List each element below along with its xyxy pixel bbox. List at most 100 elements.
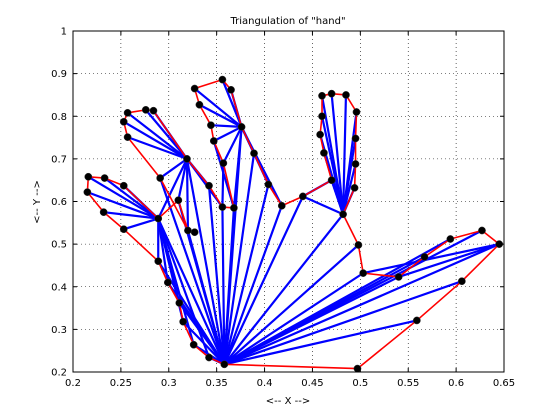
data-point: [220, 360, 229, 369]
triangulation-edge: [157, 217, 226, 366]
triangulation-edge: [223, 319, 418, 366]
data-point: [327, 176, 336, 185]
data-point: [190, 228, 199, 237]
boundary-edge: [230, 89, 243, 128]
triangulation-edge: [221, 205, 226, 366]
triangulation-edge: [221, 78, 243, 129]
data-point: [119, 117, 128, 126]
triangulation-edge: [157, 217, 195, 346]
boundary-edge: [267, 183, 283, 207]
data-point: [320, 149, 328, 157]
boundary-edge: [212, 140, 225, 164]
plot-area: [73, 31, 504, 372]
data-point: [250, 149, 258, 158]
triangulation-edge: [126, 111, 189, 160]
triangulation-edge: [159, 157, 189, 180]
x-tick-label: 0.45: [301, 378, 323, 389]
triangulation-edge: [330, 179, 345, 216]
data-point: [190, 84, 199, 93]
boundary-edge: [356, 319, 418, 370]
x-axis-label: <-- X -->: [266, 396, 310, 407]
boundary-edge: [461, 243, 501, 283]
data-point: [219, 159, 228, 167]
triangulation-edge: [177, 157, 189, 202]
boundary-edge: [122, 228, 160, 262]
triangulation-edge: [103, 176, 160, 220]
y-tick-label: 0.2: [51, 368, 67, 379]
triangulation-edge: [222, 125, 243, 165]
boundary-edge: [354, 111, 358, 140]
triangulation-edge: [212, 125, 243, 143]
triangulation-edge: [330, 92, 345, 216]
data-point: [318, 112, 326, 121]
boundary-edge: [342, 213, 360, 246]
triangulation-edge: [87, 175, 160, 220]
triangulation-edge: [157, 260, 226, 366]
boundary-edge: [182, 320, 195, 346]
x-axis-ticks: 0.2 0.25 0.3 0.35 0.4 0.45 0.5 0.55 0.6 0.65: [65, 31, 515, 389]
data-point: [342, 91, 350, 99]
data-point: [149, 106, 158, 115]
y-tick-label: 0.4: [51, 282, 67, 293]
data-point: [446, 235, 455, 243]
data-point: [352, 108, 361, 116]
triangulation-edge: [232, 125, 243, 209]
data-point: [205, 353, 213, 362]
x-tick-label: 0.4: [257, 378, 273, 389]
y-tick-label: 0.7: [51, 154, 67, 165]
data-point: [277, 201, 286, 210]
x-tick-label: 0.55: [397, 378, 419, 389]
boundary-edge: [240, 126, 255, 155]
y-tick-label: 0.9: [51, 69, 67, 80]
boundary-edge: [122, 184, 160, 220]
data-point: [141, 106, 150, 114]
data-point: [218, 203, 227, 211]
data-point: [175, 299, 184, 307]
boundary-edge: [342, 187, 356, 216]
data-point: [100, 174, 109, 182]
boundary-edge: [152, 109, 188, 160]
data-point: [339, 210, 347, 219]
triangulation-edge: [193, 87, 243, 129]
data-point: [163, 278, 172, 287]
data-point: [264, 180, 273, 189]
data-point: [394, 273, 403, 281]
triangulation-edge: [122, 217, 160, 231]
triangulation-edge: [341, 162, 357, 216]
triangulation-edge: [198, 103, 243, 129]
data-point: [84, 172, 93, 181]
data-point: [237, 123, 246, 131]
x-tick-label: 0.2: [65, 378, 81, 389]
data-point: [123, 108, 132, 117]
y-axis-label: <-- Y -->: [32, 180, 43, 224]
triangulation-edge: [397, 243, 501, 279]
boundary-edge: [177, 199, 189, 232]
triangulation-edge: [223, 152, 256, 366]
triangulation-edge: [301, 195, 345, 216]
x-tick-label: 0.3: [161, 378, 177, 389]
triangulation-edge: [86, 191, 160, 220]
boundary-edge: [362, 272, 400, 278]
data-point: [119, 181, 128, 190]
boundary-edge: [397, 256, 426, 278]
data-point: [123, 133, 132, 141]
triangulation-edge: [157, 157, 189, 220]
boundary-edge: [198, 103, 212, 127]
data-point: [350, 184, 359, 192]
data-point: [318, 91, 326, 100]
data-point: [412, 316, 421, 325]
data-point: [230, 204, 238, 212]
boundary-edge: [449, 229, 483, 240]
data-point: [99, 208, 108, 217]
triangulation-edge: [207, 184, 226, 366]
x-tick-label: 0.6: [448, 378, 464, 389]
data-point: [478, 226, 486, 235]
data-point: [351, 160, 360, 168]
data-point: [119, 225, 128, 234]
y-axis-ticks: 0.2 0.3 0.4 0.5 0.6 0.7 0.8 0.9 1: [51, 27, 504, 379]
data-point: [183, 155, 191, 163]
data-point: [354, 241, 363, 249]
data-point: [327, 89, 336, 98]
boundary-edge: [157, 260, 169, 284]
